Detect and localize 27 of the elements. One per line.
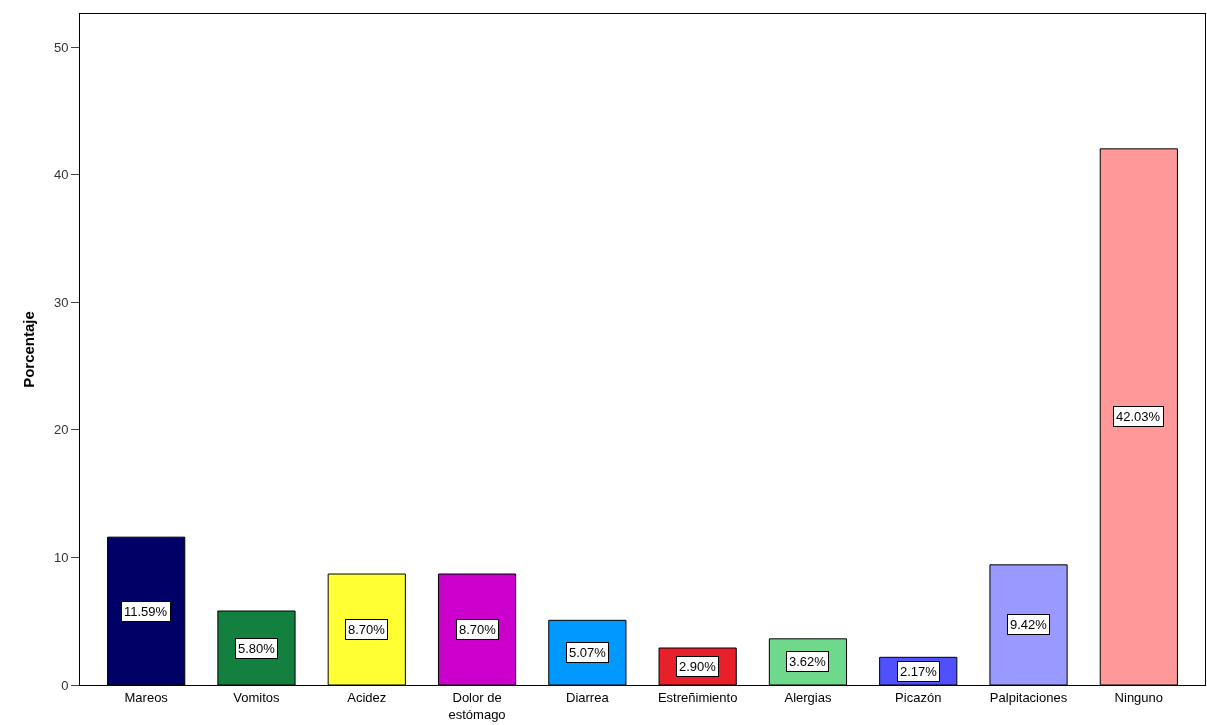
data-label: 8.70% bbox=[348, 622, 386, 637]
data-label: 5.07% bbox=[569, 645, 607, 660]
data-label: 2.17% bbox=[900, 664, 938, 679]
data-label: 9.42% bbox=[1010, 617, 1048, 632]
y-tick-label: 40 bbox=[53, 167, 69, 183]
data-label: 42.03% bbox=[1116, 409, 1161, 424]
x-tick-label: Estreñimiento bbox=[657, 689, 738, 705]
data-label: 3.62% bbox=[789, 654, 827, 669]
y-tick-label: 10 bbox=[53, 549, 69, 565]
x-tick-label: Picazón bbox=[895, 689, 942, 705]
data-label: 11.59% bbox=[124, 604, 168, 619]
data-label: 5.80% bbox=[238, 641, 276, 656]
x-tick-label: Alergias bbox=[784, 689, 832, 705]
x-tick-label: Diarrea bbox=[566, 689, 610, 705]
y-tick-label: 20 bbox=[53, 422, 69, 438]
y-tick-label: 30 bbox=[53, 294, 69, 310]
x-tick-label: Acidez bbox=[347, 689, 387, 705]
data-label: 8.70% bbox=[459, 622, 497, 637]
x-tick-label: Mareos bbox=[124, 689, 169, 705]
y-tick-label: 0 bbox=[61, 677, 69, 693]
x-tick-label: Dolor de estómago bbox=[448, 689, 506, 722]
x-tick-label: Vomitos bbox=[233, 689, 281, 705]
x-tick-label: Ninguno bbox=[1114, 689, 1164, 705]
data-label: 2.90% bbox=[679, 659, 717, 674]
x-tick-label: Palpitaciones bbox=[989, 689, 1068, 705]
y-tick-label: 50 bbox=[53, 39, 69, 55]
y-axis-title: Porcentaje bbox=[20, 311, 38, 388]
